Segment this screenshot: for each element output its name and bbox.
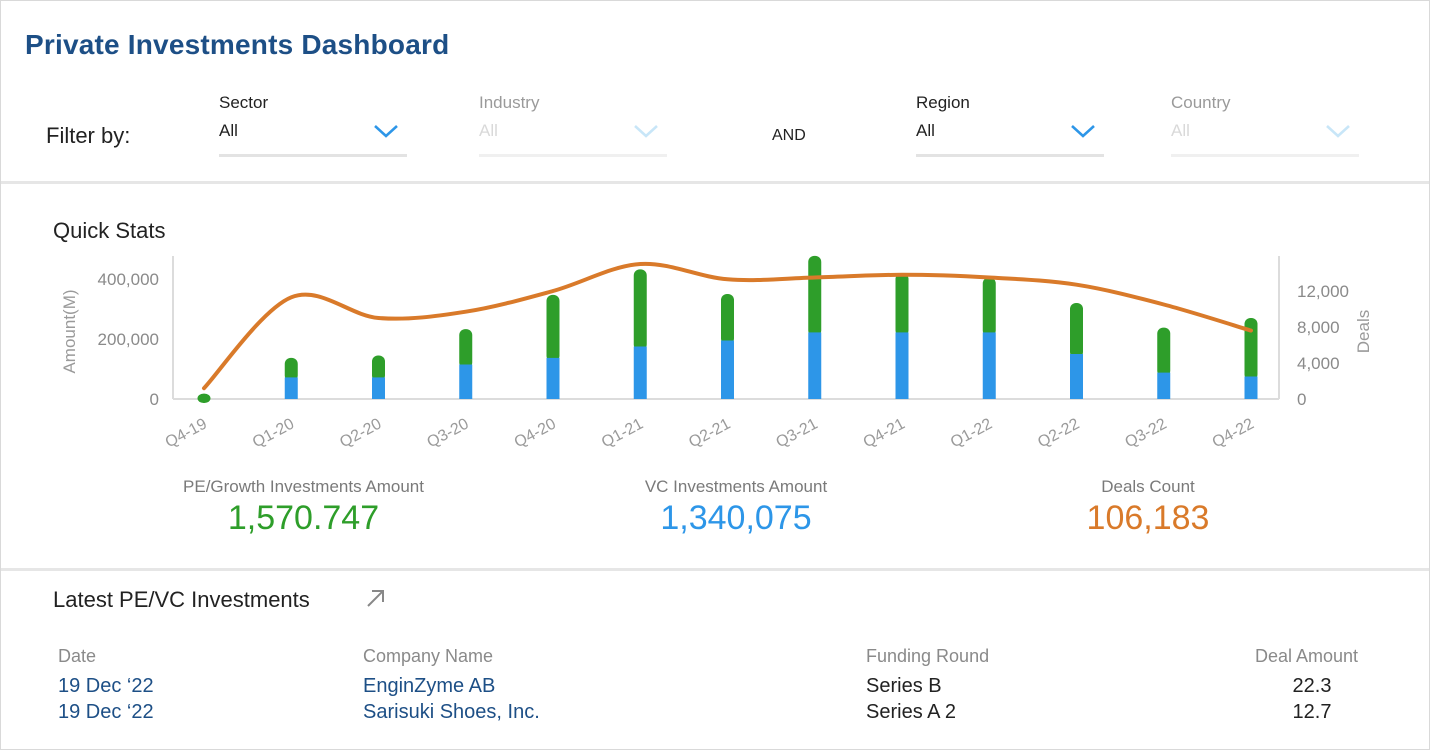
arrow-up-right-icon[interactable] xyxy=(365,587,387,609)
bar-segment-pe-growth xyxy=(808,255,822,337)
y2-tick-label: 0 xyxy=(1297,390,1306,409)
stat-label: Deals Count xyxy=(1101,477,1195,496)
sector-label: Sector xyxy=(219,93,269,112)
bar-segment-pe-growth xyxy=(1244,318,1258,381)
funding-round: Series A 2 xyxy=(866,701,957,723)
y-tick-label: 400,000 xyxy=(98,270,159,289)
bar-segment-pe-growth xyxy=(284,357,298,382)
x-tick-label: Q1-21 xyxy=(599,415,646,451)
bar-segment-pe-growth xyxy=(1070,303,1083,358)
latest-investments-title: Latest PE/VC Investments xyxy=(53,587,310,612)
y2-tick-label: 8,000 xyxy=(1297,318,1340,337)
stat-pe-growth: PE/Growth Investments Amount 1,570.747 xyxy=(151,477,456,538)
industry-underline xyxy=(479,154,667,157)
deal-amount: 22.3 xyxy=(1292,675,1332,697)
x-tick-label: Q3-21 xyxy=(773,415,820,451)
deal-date[interactable]: 19 Dec ‘22 xyxy=(58,675,154,697)
x-tick-label: Q4-20 xyxy=(512,415,559,451)
bar-segment-vc xyxy=(1244,376,1258,399)
column-header-round[interactable]: Funding Round xyxy=(866,646,990,666)
bar-segment-pe-growth xyxy=(459,329,473,369)
column-header-company[interactable]: Company Name xyxy=(363,646,494,666)
stat-value: 106,183 xyxy=(1086,499,1210,537)
stat-deals: Deals Count 106,183 xyxy=(1048,477,1248,538)
bar-segment-pe-growth xyxy=(1157,327,1171,377)
y2-tick-label: 4,000 xyxy=(1297,354,1340,373)
bar-segment-vc xyxy=(1070,354,1083,399)
bar-segment-pe-growth xyxy=(372,355,385,382)
y-tick-label: 0 xyxy=(150,390,159,409)
stat-label: PE/Growth Investments Amount xyxy=(183,477,424,496)
bar-segment-vc xyxy=(895,332,909,399)
quick-stats-chart: 400,000 200,000 0 12,000 8,000 4,000 0 Amount(M… xyxy=(60,255,1373,451)
industry-label: Industry xyxy=(479,93,540,112)
stat-value: 1,570.747 xyxy=(227,499,380,537)
section-divider xyxy=(1,568,1429,571)
x-tick-label: Q2-20 xyxy=(337,415,384,451)
bar-segment-vc xyxy=(633,346,647,399)
filter-label: Filter by: xyxy=(46,123,131,148)
y2-axis-label: Deals xyxy=(1354,310,1373,353)
bar-segment-vc xyxy=(721,340,734,399)
x-tick-label: Q4-22 xyxy=(1210,415,1257,451)
company-link[interactable]: Sarisuki Shoes, Inc. xyxy=(363,701,540,723)
stat-value: 1,340,075 xyxy=(660,499,812,537)
bar-segment-vc xyxy=(808,332,822,399)
x-tick-label: Q1-22 xyxy=(948,415,995,451)
column-header-amount[interactable]: Deal Amount xyxy=(1255,646,1359,666)
x-tick-label: Q3-20 xyxy=(424,415,471,451)
country-value: All xyxy=(1171,121,1190,140)
country-underline xyxy=(1171,154,1359,157)
bar-segment-vc xyxy=(284,377,298,399)
bar-segment-vc xyxy=(1157,372,1171,399)
sector-dropdown[interactable]: Sector All xyxy=(219,93,407,157)
stat-vc: VC Investments Amount 1,340,075 xyxy=(601,477,871,538)
y-tick-label: 200,000 xyxy=(98,330,159,349)
chevron-down-icon[interactable] xyxy=(1325,123,1351,139)
x-tick-label: Q4-19 xyxy=(163,415,210,451)
bar-segment-pe-growth xyxy=(982,277,996,337)
bar-segment-vc xyxy=(459,364,473,399)
bar-segment-pe-growth xyxy=(546,294,560,362)
bar-segment-pe-growth xyxy=(633,269,647,351)
x-tick-label: Q4-21 xyxy=(861,415,908,451)
x-tick-label: Q2-21 xyxy=(686,415,733,451)
section-divider xyxy=(1,181,1429,184)
bar-segment-vc xyxy=(372,377,385,399)
filter-connector: AND xyxy=(772,127,806,144)
region-value: All xyxy=(916,121,935,140)
industry-dropdown[interactable]: Industry All xyxy=(479,93,667,157)
deals-count-line xyxy=(202,261,1253,391)
bar-segment-vc xyxy=(546,357,560,399)
y-axis-label: Amount(M) xyxy=(60,289,79,373)
bar-segment-pe-growth xyxy=(721,294,734,345)
column-header-date[interactable]: Date xyxy=(58,646,97,666)
chevron-down-icon[interactable] xyxy=(633,123,659,139)
bar-segment-pe-growth xyxy=(197,393,211,403)
deal-date[interactable]: 19 Dec ‘22 xyxy=(58,701,154,723)
deal-amount: 12.7 xyxy=(1292,701,1332,723)
quick-stats-title: Quick Stats xyxy=(53,218,166,243)
region-label: Region xyxy=(916,93,970,112)
country-label: Country xyxy=(1171,93,1231,112)
stat-label: VC Investments Amount xyxy=(644,477,828,496)
bar-segment-pe-growth xyxy=(895,273,909,337)
x-tick-label: Q2-22 xyxy=(1035,415,1082,451)
sector-underline xyxy=(219,154,407,157)
region-dropdown[interactable]: Region All xyxy=(916,93,1104,157)
country-dropdown[interactable]: Country All xyxy=(1171,93,1359,157)
region-underline xyxy=(916,154,1104,157)
page-title: Private Investments Dashboard xyxy=(25,29,450,60)
industry-value: All xyxy=(479,121,498,140)
chevron-down-icon[interactable] xyxy=(1070,123,1096,139)
bar-segment-vc xyxy=(982,332,996,399)
y2-tick-label: 12,000 xyxy=(1297,282,1349,301)
x-tick-label: Q3-22 xyxy=(1122,415,1169,451)
funding-round: Series B xyxy=(866,675,942,697)
sector-value: All xyxy=(219,121,238,140)
x-tick-label: Q1-20 xyxy=(250,415,297,451)
company-link[interactable]: EnginZyme AB xyxy=(363,675,496,697)
chevron-down-icon[interactable] xyxy=(373,123,399,139)
